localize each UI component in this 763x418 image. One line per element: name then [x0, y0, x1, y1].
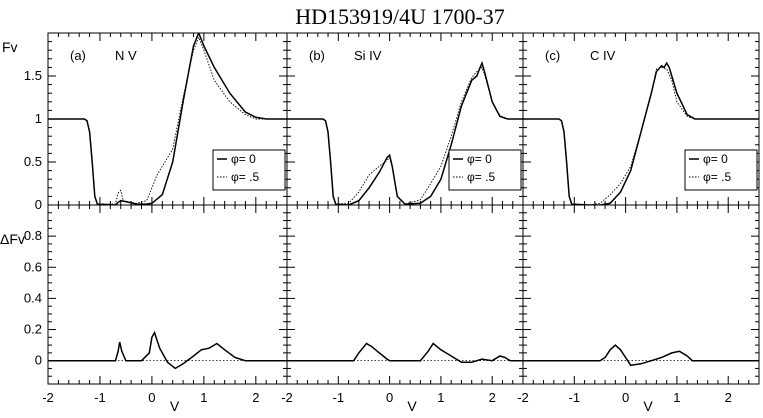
y-tick-label-bottom: 0 [35, 353, 42, 368]
x-axis-label: V [407, 398, 417, 413]
y-tick-label-top: 1 [35, 111, 42, 126]
legend-entry-label: φ= .5 [231, 170, 259, 184]
y-tick-label-top: 0.5 [24, 154, 42, 169]
plot-frame-bottom [286, 204, 524, 385]
x-axis-label: V [170, 398, 180, 413]
y-tick-label-bottom: 0.6 [24, 259, 42, 274]
panel-ion-label: Si IV [354, 48, 382, 63]
x-tick-label: 2 [725, 390, 732, 405]
legend-entry-label: φ= 0 [703, 152, 728, 166]
x-tick-label: 1 [437, 390, 444, 405]
y-axis-label-top: Fv [2, 39, 18, 55]
x-tick-label: 2 [252, 390, 259, 405]
x-tick-label: 1 [200, 390, 207, 405]
legend-entry-label: φ= .5 [467, 170, 495, 184]
panel-ion-label: N V [115, 48, 137, 63]
x-tick-label: 1 [673, 390, 680, 405]
legend-box [212, 149, 286, 191]
y-tick-label-bottom: 0.8 [24, 228, 42, 243]
legend-entry-label: φ= 0 [231, 152, 256, 166]
panel-c: -2 -1 0 1 2 V (c) C IV φ= 0 φ= .5 [517, 32, 760, 414]
x-tick-label: -2 [517, 390, 529, 405]
y-tick-label-bottom: 0.4 [24, 290, 42, 305]
series-line-difference [287, 342, 523, 363]
x-tick-label: -2 [42, 390, 54, 405]
legend: φ= 0 φ= .5 [684, 149, 758, 191]
x-tick-label: 0 [622, 390, 629, 405]
x-tick-label: -1 [569, 390, 581, 405]
x-tick-label: -1 [333, 390, 345, 405]
legend-entry-label: φ= .5 [703, 170, 731, 184]
y-tick-label-bottom: 0.2 [24, 322, 42, 337]
chart-title: HD153919/4U 1700-37 [295, 4, 505, 29]
x-tick-label: 0 [148, 390, 155, 405]
series-line-difference [523, 344, 759, 367]
legend: φ= 0 φ= .5 [212, 149, 286, 191]
x-tick-label: 2 [489, 390, 496, 405]
y-tick-label-top: 0 [35, 197, 42, 212]
y-axis-label-bottom: ΔFv [0, 231, 25, 247]
series-line-phase-0.5 [523, 66, 759, 205]
plot-frame-bottom [47, 204, 288, 385]
series-line-phase-0 [523, 61, 759, 205]
legend-entry-label: φ= 0 [467, 152, 492, 166]
plot-frame-bottom [522, 204, 760, 385]
panel-b: -2 -1 0 1 2 V (b) Si IV φ= 0 φ= .5 [281, 32, 524, 414]
legend: φ= 0 φ= .5 [448, 149, 522, 191]
panel-label: (c) [545, 48, 560, 63]
series-line-phase-0 [287, 60, 523, 205]
panel-label: (b) [309, 48, 325, 63]
series-line-difference [48, 330, 287, 370]
x-tick-label: -1 [94, 390, 106, 405]
panel-ion-label: C IV [590, 48, 616, 63]
panel-label: (a) [70, 48, 86, 63]
legend-box [448, 149, 522, 191]
x-tick-label: -2 [281, 390, 293, 405]
series-line-phase-0 [48, 33, 287, 205]
x-axis-label: V [643, 398, 653, 413]
legend-box [684, 149, 758, 191]
y-tick-label-top: 1.5 [24, 68, 42, 83]
x-tick-label: 0 [386, 390, 393, 405]
